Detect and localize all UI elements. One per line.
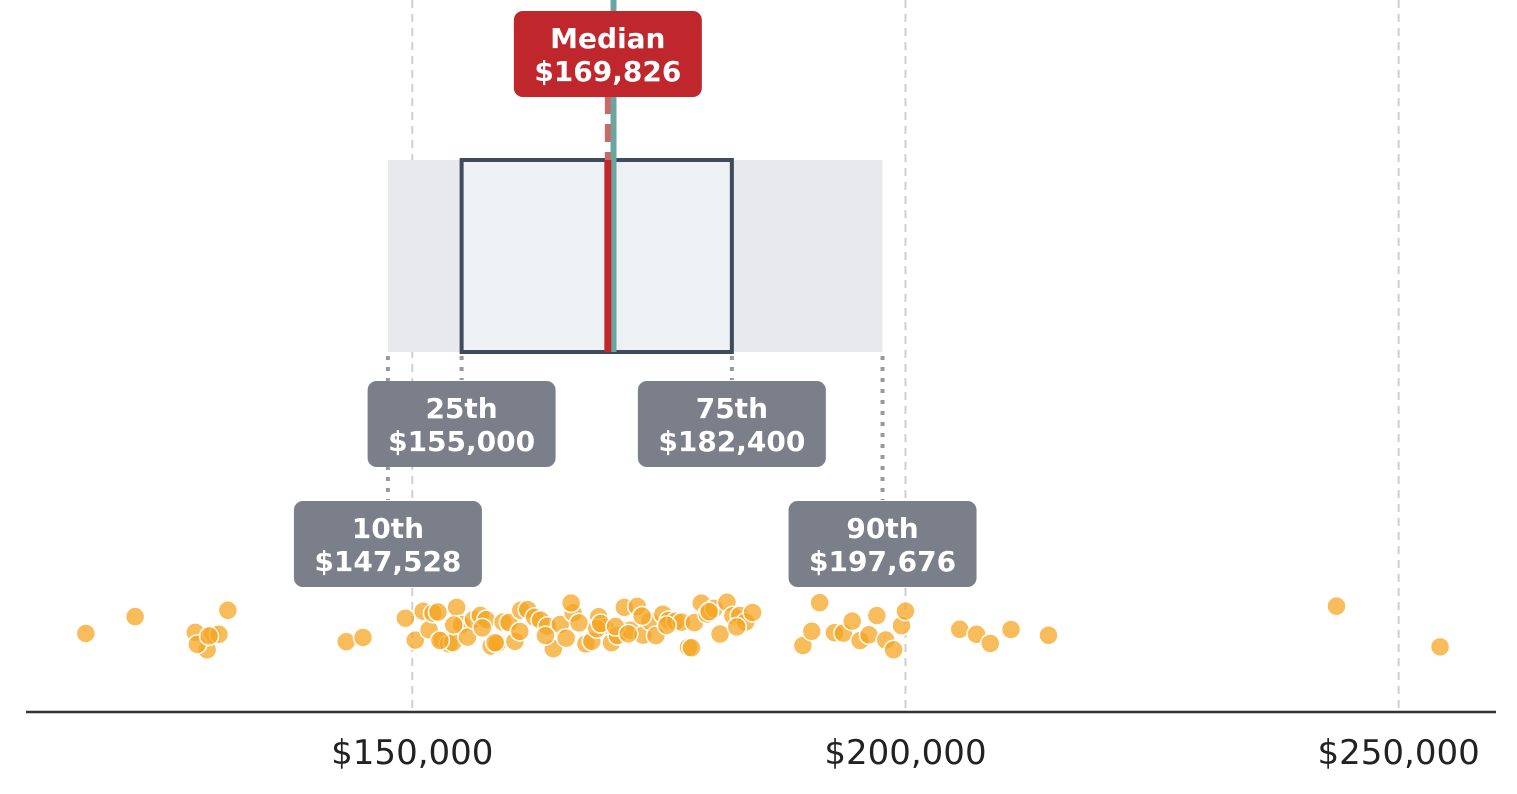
data-points — [75, 592, 1451, 661]
data-point — [841, 610, 863, 632]
grid-lines — [411, 0, 1400, 712]
data-point — [429, 630, 451, 651]
p10-label: 10th$147,528 — [293, 501, 482, 587]
data-point — [395, 607, 416, 629]
percentile-labels: Median$169,826 25th$155,000 75th$182,400 10… — [293, 11, 977, 587]
p25-label-box — [367, 381, 556, 467]
data-point — [1000, 619, 1022, 640]
data-point — [484, 632, 506, 653]
data-point — [198, 625, 220, 647]
p75-label-title: 75th — [696, 392, 768, 425]
median-label-title: Median — [550, 22, 665, 55]
data-point — [217, 600, 239, 621]
data-point — [656, 615, 678, 636]
data-point — [631, 605, 653, 627]
median-label: Median$169,826 — [513, 11, 702, 97]
data-point — [1038, 625, 1059, 646]
median-label-box — [513, 11, 702, 97]
p10-label-box — [293, 501, 482, 587]
data-point — [509, 621, 531, 642]
data-point — [809, 592, 830, 613]
data-point — [895, 600, 916, 622]
p10-label-value: $147,528 — [314, 545, 461, 578]
p75-label: 75th$182,400 — [637, 381, 826, 467]
data-point — [75, 623, 97, 644]
data-point — [726, 616, 748, 638]
x-tick-label-0: $150,000 — [331, 733, 493, 773]
data-point — [555, 627, 577, 649]
data-point — [446, 597, 467, 618]
data-point — [681, 637, 702, 659]
p75-label-box — [637, 381, 826, 467]
data-point — [742, 602, 763, 623]
data-point — [698, 601, 720, 622]
data-point — [427, 601, 449, 623]
data-point — [1429, 636, 1451, 658]
data-point — [560, 592, 582, 614]
data-point — [443, 614, 464, 636]
iqr-box — [459, 158, 734, 354]
x-tick-label-1: $200,000 — [824, 733, 986, 773]
p25-label-value: $155,000 — [388, 425, 535, 458]
p25-label-title: 25th — [425, 392, 497, 425]
data-point — [1326, 595, 1347, 617]
x-axis-ticks: $150,000 $200,000 $250,000 — [331, 733, 1480, 773]
p90-label: 90th$197,676 — [788, 501, 977, 587]
data-point — [866, 605, 888, 626]
data-point — [980, 633, 1001, 654]
data-point — [352, 627, 374, 648]
data-point — [124, 606, 146, 627]
data-point — [801, 621, 823, 642]
data-point — [405, 629, 426, 651]
data-point — [949, 619, 970, 640]
p10-label-title: 10th — [352, 512, 424, 545]
p90-label-box — [788, 501, 977, 587]
p90-label-title: 90th — [846, 512, 918, 545]
p75-label-value: $182,400 — [658, 425, 805, 458]
data-point — [883, 639, 904, 661]
p90-label-value: $197,676 — [809, 545, 956, 578]
data-point — [618, 623, 639, 645]
median-label-value: $169,826 — [534, 55, 681, 88]
data-point — [568, 612, 590, 634]
x-tick-label-2: $250,000 — [1318, 733, 1480, 773]
data-point — [335, 631, 357, 652]
data-point — [472, 617, 493, 639]
p25-label: 25th$155,000 — [367, 381, 556, 467]
data-point — [535, 625, 556, 646]
